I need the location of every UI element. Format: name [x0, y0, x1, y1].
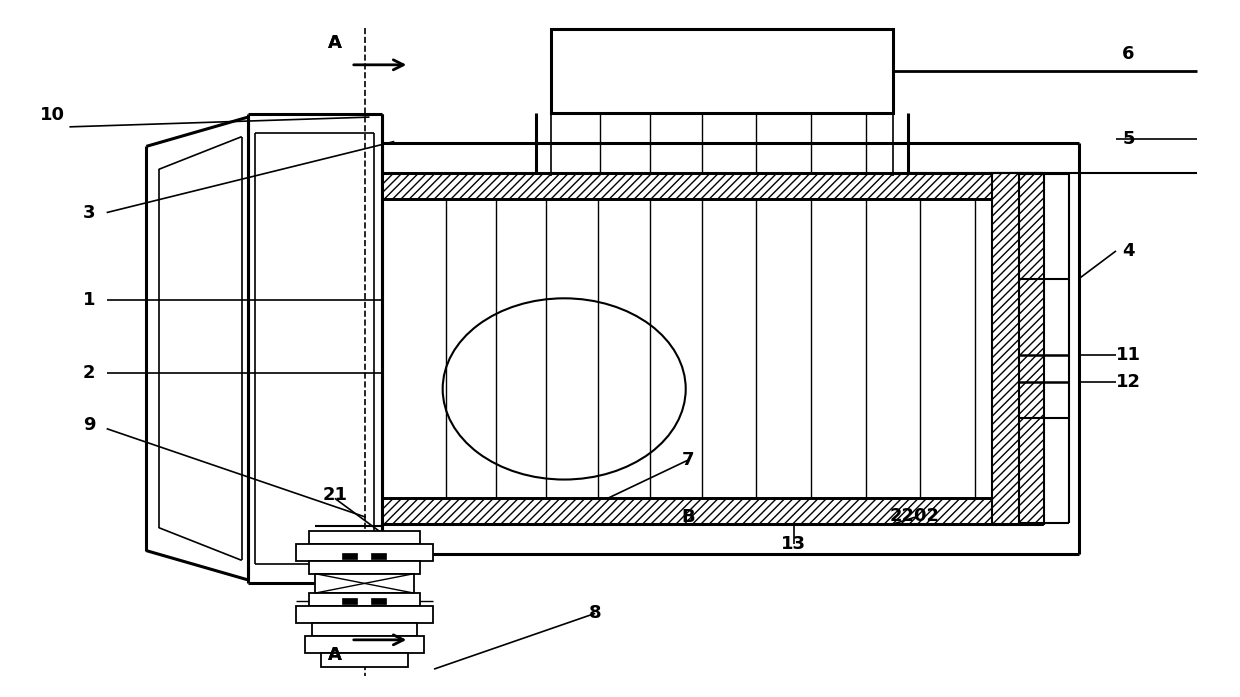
Text: 10: 10: [40, 106, 64, 124]
Bar: [296, 544, 433, 561]
Bar: [342, 553, 357, 559]
Bar: [296, 606, 433, 623]
Text: 13: 13: [781, 535, 806, 553]
Text: 1: 1: [83, 291, 95, 309]
Text: 3: 3: [83, 204, 95, 222]
Bar: [371, 553, 386, 559]
Bar: [312, 623, 417, 636]
Bar: [992, 173, 1044, 524]
Text: 7: 7: [682, 451, 694, 469]
Text: 4: 4: [1122, 242, 1135, 260]
Text: 2: 2: [83, 364, 95, 382]
Text: B: B: [682, 508, 694, 526]
Text: 21: 21: [322, 486, 347, 504]
Bar: [309, 561, 420, 574]
Bar: [305, 636, 424, 653]
Text: A: A: [327, 34, 342, 52]
Text: A: A: [327, 646, 342, 664]
Bar: [382, 173, 1042, 199]
Text: 9: 9: [83, 416, 95, 434]
Bar: [309, 593, 420, 606]
Text: A: A: [327, 34, 342, 52]
Text: 11: 11: [1116, 346, 1141, 365]
Text: 6: 6: [1122, 45, 1135, 63]
Bar: [315, 574, 414, 593]
Bar: [551, 29, 893, 113]
Bar: [309, 531, 420, 544]
Text: 2202: 2202: [890, 507, 940, 525]
Bar: [382, 498, 1042, 524]
Text: A: A: [327, 646, 342, 664]
Text: 8: 8: [589, 604, 601, 622]
Bar: [342, 598, 357, 604]
Bar: [371, 598, 386, 604]
Text: 5: 5: [1122, 130, 1135, 148]
Bar: [321, 653, 408, 667]
Text: 12: 12: [1116, 373, 1141, 391]
